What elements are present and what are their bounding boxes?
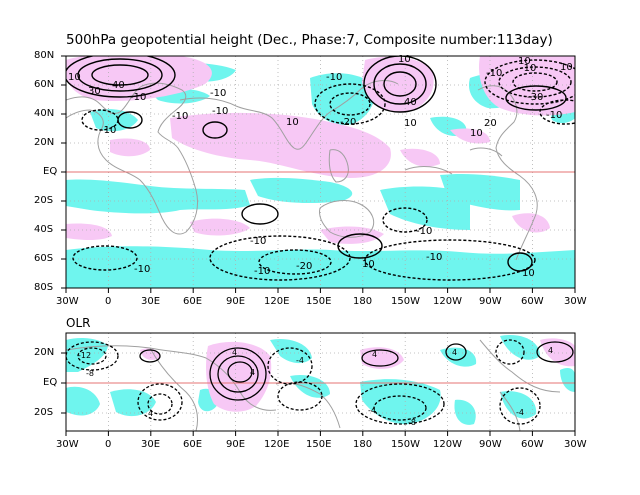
- contour-label: -4: [368, 406, 376, 415]
- contour-label: 4: [250, 368, 256, 377]
- bottom-negative-contours: [66, 339, 541, 425]
- contour-label: -4: [296, 356, 304, 365]
- contour-label: -20: [296, 261, 313, 272]
- contour-label: -10: [254, 266, 271, 277]
- contour-label: 4: [232, 348, 238, 357]
- bottom-lon-label: 0: [105, 439, 112, 450]
- bottom-lon-label: 30E: [141, 439, 161, 450]
- contour-label: 10: [470, 128, 483, 139]
- bottom-lat-label: EQ: [43, 377, 58, 388]
- bottom-negative-shading: [66, 334, 575, 425]
- contour-label: 40: [112, 80, 125, 91]
- top-lon-label: 30E: [141, 296, 161, 307]
- contour-label: -10: [520, 63, 537, 74]
- top-lon-label: 150W: [391, 296, 420, 307]
- contour-label: -30: [527, 92, 544, 103]
- contour-label: -10: [546, 110, 563, 121]
- contour-label: -4: [516, 408, 524, 417]
- top-ticks: [61, 55, 576, 293]
- contour-label: -10: [134, 264, 151, 275]
- top-panel-title: 500hPa geopotential height (Dec., Phase:…: [66, 32, 553, 48]
- top-negative-contours: [72, 59, 575, 281]
- bottom-lon-label: 150W: [391, 439, 420, 450]
- contour-label: 10: [522, 268, 535, 279]
- bottom-lon-label: 120E: [264, 439, 290, 450]
- top-lon-label: 60E: [183, 296, 203, 307]
- contour-label: 10: [404, 118, 417, 129]
- contour-label: 10: [398, 54, 411, 65]
- top-lon-label: 30W: [56, 296, 79, 307]
- contour-label: -10: [426, 252, 443, 263]
- bottom-ticks: [61, 352, 576, 436]
- top-lon-label: 120W: [433, 296, 462, 307]
- bottom-lat-label: 20N: [34, 347, 55, 358]
- contour-label: -12: [78, 351, 92, 360]
- bottom-lon-label: 60W: [521, 439, 544, 450]
- bottom-lon-label: 180: [353, 439, 373, 450]
- top-lat-label: 80N: [34, 50, 55, 61]
- top-lon-label: 180: [353, 296, 373, 307]
- top-lon-label: 30W: [564, 296, 587, 307]
- contour-label: 40: [404, 97, 417, 108]
- contour-label: -10: [486, 68, 503, 79]
- contour-label: 4: [372, 350, 378, 359]
- contour-label: 10: [68, 72, 81, 83]
- top-lon-label: 60W: [521, 296, 544, 307]
- contour-label: 4: [148, 409, 154, 418]
- top-map-area: [66, 56, 575, 288]
- contour-label: -20: [340, 117, 357, 128]
- contour-label: 30: [88, 86, 101, 97]
- contour-label: -10: [100, 125, 117, 136]
- top-lat-label: 60N: [34, 79, 55, 90]
- bottom-lon-label: 30W: [564, 439, 587, 450]
- contour-label: -10: [250, 236, 267, 247]
- contour-label: -10: [416, 226, 433, 237]
- bottom-map-area: [66, 333, 575, 431]
- top-lon-label: 90E: [226, 296, 246, 307]
- contour-label: 10: [560, 62, 573, 73]
- top-lat-label: 40N: [34, 108, 55, 119]
- top-lat-label: EQ: [43, 166, 58, 177]
- bottom-lon-label: 60E: [183, 439, 203, 450]
- bottom-lat-label: 20S: [34, 407, 54, 418]
- top-lat-label: 80S: [34, 282, 54, 293]
- contour-label: 4: [548, 346, 554, 355]
- contour-label: -10: [326, 72, 343, 83]
- top-lon-label: 120E: [264, 296, 290, 307]
- contour-label: -10: [130, 92, 147, 103]
- top-positive-contours: [66, 56, 567, 272]
- contour-label: -10: [210, 88, 227, 99]
- top-lat-label: 40S: [34, 224, 54, 235]
- contour-label: -10: [172, 111, 189, 122]
- contour-label: -8: [408, 418, 416, 427]
- bottom-lon-label: 90W: [479, 439, 502, 450]
- top-lat-label: 20N: [34, 137, 55, 148]
- contour-label: -8: [86, 369, 94, 378]
- bottom-lon-label: 150E: [306, 439, 332, 450]
- bottom-positive-contours: [139, 341, 574, 401]
- contour-label: 4: [452, 348, 458, 357]
- top-lon-label: 90W: [479, 296, 502, 307]
- bottom-panel-title: OLR: [66, 316, 91, 330]
- top-lon-label: 150E: [306, 296, 332, 307]
- contour-label: 10: [362, 259, 375, 270]
- contour-label: 10: [286, 117, 299, 128]
- bottom-lon-label: 30W: [56, 439, 79, 450]
- contour-label: 20: [484, 118, 497, 129]
- contour-label: 10: [518, 56, 531, 67]
- bottom-lon-label: 90E: [226, 439, 246, 450]
- top-lat-label: 20S: [34, 195, 54, 206]
- bottom-grid: [66, 333, 575, 431]
- top-lat-label: 60S: [34, 253, 54, 264]
- contour-label: -10: [212, 106, 229, 117]
- bottom-lon-label: 120W: [433, 439, 462, 450]
- top-lon-label: 0: [105, 296, 112, 307]
